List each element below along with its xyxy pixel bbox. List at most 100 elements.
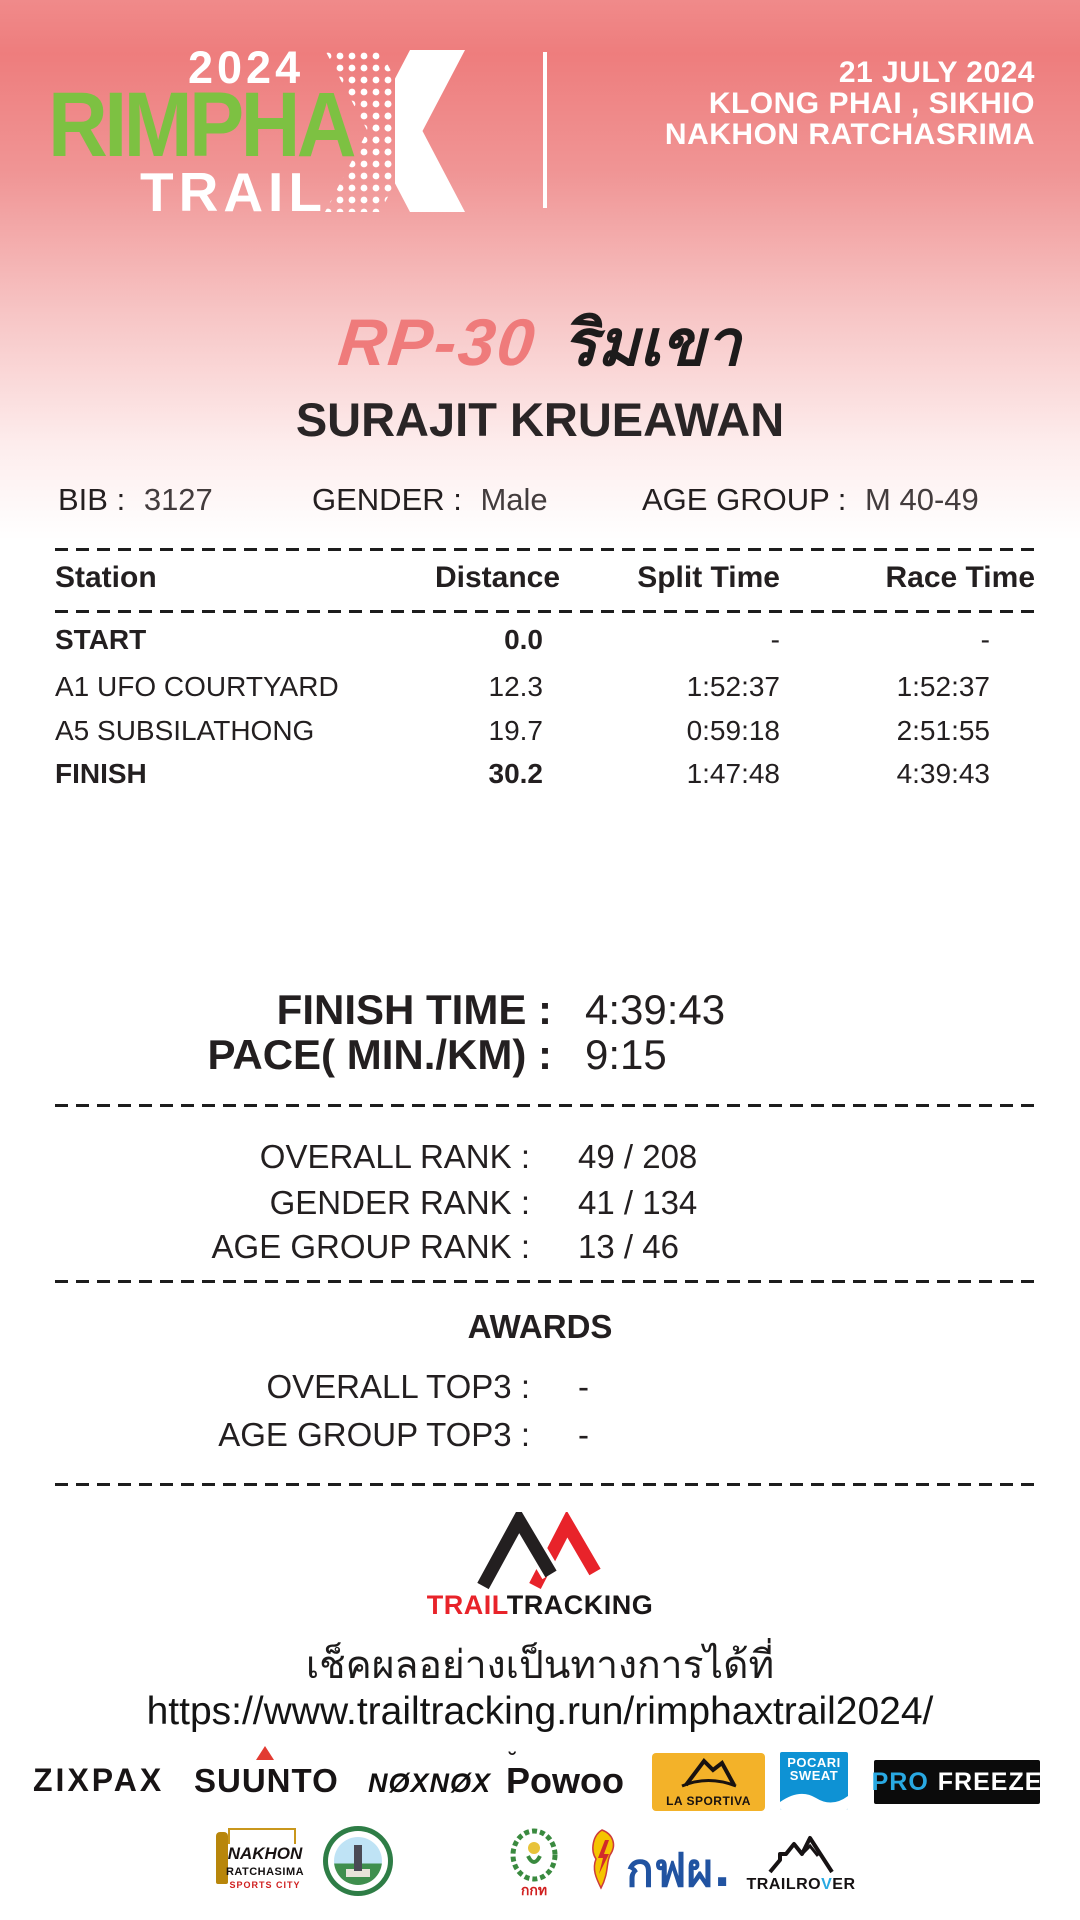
col-race-time: Race Time xyxy=(885,561,1035,594)
results-url-link[interactable]: https://www.trailtracking.run/rimphaxtra… xyxy=(146,1690,934,1733)
la-sportiva-wordmark: LA SPORTIVA xyxy=(666,1794,751,1808)
age-group-field: AGE GROUP : M 40-49 xyxy=(642,482,979,518)
province-seal-monument xyxy=(354,1845,362,1871)
table-row: A5 SUBSILATHONG 19.7 0:59:18 2:51:55 xyxy=(55,715,1035,747)
table-row: A1 UFO COURTYARD 12.3 1:52:37 1:52:37 xyxy=(55,671,1035,703)
race-name-thai: ริมเขา xyxy=(562,307,741,381)
trailtracking-word-trail: TRAIL xyxy=(426,1590,507,1620)
gender-label: GENDER : xyxy=(312,482,462,517)
station-cell: FINISH xyxy=(55,758,147,789)
divider-dashed xyxy=(55,610,1035,613)
sponsor-province-seal-logo xyxy=(323,1826,393,1896)
trailtracking-mountains-icon xyxy=(477,1512,601,1590)
overall-rank-label: OVERALL RANK : xyxy=(259,1138,530,1175)
distance-cell: 30.2 xyxy=(488,758,544,789)
trailrover-wordmark: TRAILROVER xyxy=(745,1876,857,1894)
province-seal-monument-base xyxy=(346,1869,370,1877)
pace-label: PACE( MIN./KM) : xyxy=(207,1031,552,1078)
suunto-wordmark: SUUNTO xyxy=(194,1762,339,1799)
split-time-cell: 0:59:18 xyxy=(686,715,780,746)
la-sportiva-mountain-icon xyxy=(681,1757,737,1788)
divider-dashed xyxy=(55,1483,1035,1486)
table-row: START 0.0 - - xyxy=(55,624,1035,656)
splits-header-row: Station Distance Split Time Race Time xyxy=(55,560,1035,596)
gender-field: GENDER : Male xyxy=(312,482,548,518)
pro-freeze-word-pro: PRO xyxy=(871,1767,929,1796)
gender-rank-label: GENDER RANK : xyxy=(269,1184,530,1221)
brand-title: RIMPHA xyxy=(48,74,357,176)
distance-cell: 12.3 xyxy=(488,671,544,702)
age-group-top3-value: - xyxy=(578,1416,589,1453)
official-results-note-thai: เช็คผลอย่างเป็นทางการได้ที่ xyxy=(305,1643,775,1688)
powoo-leaf-icon: ˘ xyxy=(509,1748,517,1773)
brand-year: 2024 xyxy=(188,42,305,93)
brand-subtitle: TRAIL xyxy=(140,161,327,223)
nakhon-word-3: SPORTS CITY xyxy=(229,1880,301,1890)
col-distance: Distance xyxy=(435,561,561,594)
col-station: Station xyxy=(55,561,157,594)
trailrover-mountains-icon xyxy=(768,1836,834,1874)
race-time-cell: 4:39:43 xyxy=(896,758,990,789)
sponsor-sports-authority-logo: กกท xyxy=(505,1828,563,1902)
sponsor-zixpax-logo: ZIXPAX xyxy=(33,1762,165,1798)
divider-dashed xyxy=(55,1104,1035,1107)
sponsor-pro-freeze-logo: PRO FREEZE xyxy=(871,1760,1043,1804)
trailtracking-wordmark: TRAILTRACKING xyxy=(0,1590,1080,1621)
pro-freeze-word-freeze: FREEZE xyxy=(937,1767,1043,1796)
nakhon-statue-icon xyxy=(216,1832,228,1884)
event-info: 21 JULY 2024 KLONG PHAI , SIKHIO NAKHON … xyxy=(665,57,1035,150)
sponsor-la-sportiva-logo: LA SPORTIVA xyxy=(652,1753,765,1811)
egat-map-icon xyxy=(592,1829,615,1890)
station-cell: A1 UFO COURTYARD xyxy=(55,671,339,702)
station-cell: START xyxy=(55,624,147,655)
race-time-cell: 1:52:37 xyxy=(896,671,990,702)
sponsor-nakhon-ratchasima-logo: NAKHON RATCHASIMA SPORTS CITY xyxy=(210,1828,310,1904)
pocari-word-2: SWEAT xyxy=(789,1768,839,1783)
province-seal-scene xyxy=(334,1837,382,1885)
divider-dashed xyxy=(55,548,1035,551)
header-divider xyxy=(543,52,547,208)
split-time-cell: 1:52:37 xyxy=(686,671,780,702)
egat-wordmark-thai: กฟผ. xyxy=(626,1843,731,1897)
overall-top3-value: - xyxy=(578,1368,589,1405)
sponsor-suunto-logo: SUUNTO xyxy=(194,1746,339,1800)
trailrover-word-pre: TRAILRO xyxy=(746,1876,822,1893)
awards-title: AWARDS xyxy=(467,1308,613,1345)
nakhon-word-1: NAKHON xyxy=(227,1844,303,1863)
overall-top3-label: OVERALL TOP3 : xyxy=(266,1368,530,1405)
finish-time-value: 4:39:43 xyxy=(585,986,726,1033)
overall-rank-value: 49 / 208 xyxy=(578,1138,698,1175)
nakhon-word-2: RATCHASIMA xyxy=(225,1866,305,1878)
pocari-wave-icon xyxy=(780,1793,848,1810)
powoo-wordmark: Powoo xyxy=(506,1760,624,1801)
bib-label: BIB : xyxy=(58,482,126,517)
age-group-rank-value: 13 / 46 xyxy=(578,1228,679,1265)
event-location-line2: NAKHON RATCHASRIMA xyxy=(664,118,1035,151)
race-time-cell: - xyxy=(980,624,990,655)
sat-wreath-icon xyxy=(510,1828,558,1882)
sponsor-powoo-logo: ˘ Powoo xyxy=(506,1748,624,1802)
bib-value: 3127 xyxy=(143,482,213,517)
race-time-cell: 2:51:55 xyxy=(896,715,990,746)
age-group-value: M 40-49 xyxy=(865,482,979,517)
age-group-top3-label: AGE GROUP TOP3 : xyxy=(218,1416,530,1453)
distance-cell: 0.0 xyxy=(504,624,543,655)
age-group-label: AGE GROUP : xyxy=(642,482,847,517)
event-header: 2024 RIMPHA TRAIL 21 JULY 2024 KLONG PHA… xyxy=(0,0,1080,540)
trailtracking-word-tracking: TRACKING xyxy=(506,1590,654,1620)
sponsor-pocari-sweat-logo: POCARI SWEAT xyxy=(780,1752,848,1810)
event-location-line1: KLONG PHAI , SIKHIO xyxy=(708,87,1035,120)
table-row: FINISH 30.2 1:47:48 4:39:43 xyxy=(55,758,1035,790)
race-code: RP-30 xyxy=(335,305,541,379)
pace-value: 9:15 xyxy=(585,1031,667,1078)
pocari-word-1: POCARI xyxy=(787,1755,841,1770)
trailrover-word-v: V xyxy=(821,1876,833,1893)
trailrover-word-post: ER xyxy=(832,1876,856,1893)
nakhon-gate-icon xyxy=(228,1828,296,1844)
suunto-triangle-icon xyxy=(256,1746,274,1760)
sponsor-trailrover-logo: TRAILROVER xyxy=(745,1830,857,1896)
event-date: 21 JULY 2024 xyxy=(838,56,1035,89)
province-seal-ring xyxy=(328,1831,388,1891)
col-split-time: Split Time xyxy=(637,561,780,594)
distance-cell: 19.7 xyxy=(488,715,544,746)
